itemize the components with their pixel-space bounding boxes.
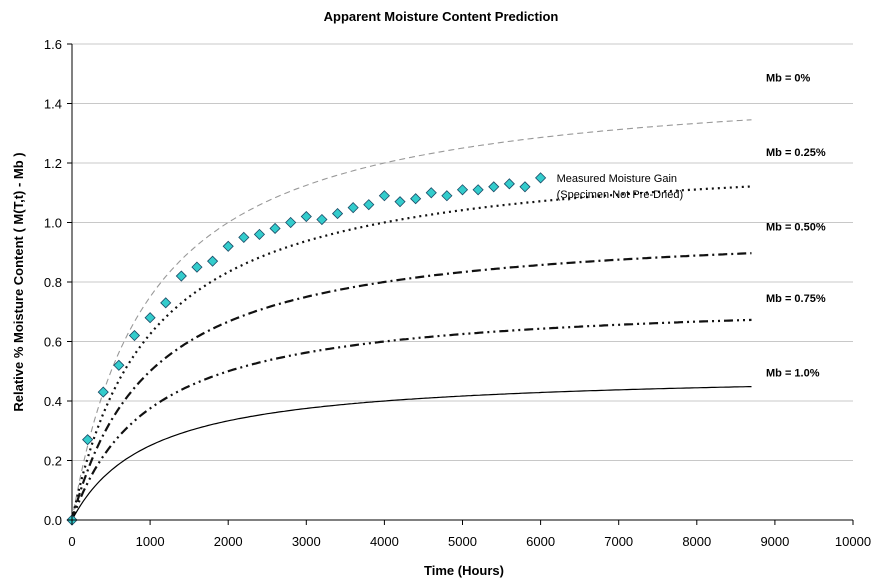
measured-point bbox=[456, 184, 469, 196]
measured-point bbox=[269, 222, 281, 235]
x-tick-label: 1000 bbox=[136, 534, 165, 549]
x-tick-label: 4000 bbox=[370, 534, 399, 549]
measured-label-line1: Measured Moisture Gain bbox=[557, 173, 677, 185]
x-tick-label: 10000 bbox=[835, 534, 871, 549]
gridlines bbox=[72, 43, 853, 461]
x-tick-label: 2000 bbox=[214, 534, 243, 549]
measured-point bbox=[488, 181, 500, 193]
measured-point bbox=[97, 386, 109, 398]
y-tick-label: 0.2 bbox=[44, 454, 62, 469]
measured-points bbox=[66, 172, 547, 526]
measured-point bbox=[253, 228, 266, 240]
measured-point bbox=[425, 187, 437, 199]
y-tick-label: 0.8 bbox=[44, 275, 62, 290]
measured-point bbox=[378, 190, 390, 202]
y-tick-label: 0.0 bbox=[44, 513, 62, 528]
measured-point bbox=[331, 208, 344, 220]
x-tick-label: 9000 bbox=[760, 534, 789, 549]
x-axis-label: Time (Hours) bbox=[424, 563, 504, 578]
x-tick-label: 0 bbox=[68, 534, 75, 549]
measured-point bbox=[191, 261, 203, 273]
measured-point bbox=[144, 312, 156, 324]
y-tick-label: 1.0 bbox=[44, 216, 62, 231]
axes bbox=[67, 43, 854, 525]
measured-point bbox=[503, 178, 515, 190]
series-lines bbox=[70, 119, 752, 521]
series-line bbox=[70, 185, 752, 521]
y-tick-label: 0.4 bbox=[44, 394, 62, 409]
measured-point bbox=[363, 199, 375, 211]
measured-point bbox=[238, 231, 250, 243]
series-label: Mb = 1.0% bbox=[766, 367, 820, 379]
y-tick-labels: 0.0 0.2 0.4 0.6 0.8 1.0 1.2 1.4 1.6 bbox=[44, 37, 62, 528]
x-tick-label: 7000 bbox=[604, 534, 633, 549]
series-line bbox=[70, 318, 752, 521]
measured-point bbox=[175, 270, 187, 282]
x-tick-label: 3000 bbox=[292, 534, 321, 549]
measured-point bbox=[207, 255, 219, 267]
measured-point bbox=[82, 434, 94, 446]
measured-label-line2: (Specimen Not Pre-Dried) bbox=[557, 189, 684, 201]
series-line bbox=[71, 386, 752, 521]
series-label: Mb = 0% bbox=[766, 73, 811, 85]
measured-point bbox=[410, 193, 422, 205]
y-tick-label: 0.6 bbox=[44, 335, 62, 350]
measured-point bbox=[316, 213, 328, 226]
measured-point bbox=[472, 184, 484, 196]
y-tick-label: 1.2 bbox=[44, 156, 62, 171]
measured-point bbox=[535, 172, 547, 184]
measured-point bbox=[300, 210, 312, 223]
x-tick-label: 8000 bbox=[682, 534, 711, 549]
measured-point bbox=[113, 359, 125, 371]
series-line bbox=[71, 119, 752, 521]
x-tick-labels: 0 1000 2000 3000 4000 5000 6000 7000 8000 9000 100… bbox=[68, 534, 871, 549]
measured-point bbox=[160, 297, 172, 309]
y-axis-label: Relative % Moisture Content ( M(T,t) - M… bbox=[11, 152, 26, 411]
measured-point bbox=[222, 240, 234, 252]
series-label: Mb = 0.75% bbox=[766, 293, 826, 305]
measured-point bbox=[128, 329, 141, 342]
y-tick-label: 1.6 bbox=[44, 37, 62, 52]
series-line bbox=[70, 252, 752, 521]
series-label: Mb = 0.50% bbox=[766, 221, 826, 233]
x-tick-label: 5000 bbox=[448, 534, 477, 549]
measured-point bbox=[285, 216, 297, 229]
x-tick-label: 6000 bbox=[526, 534, 555, 549]
measured-point bbox=[394, 196, 406, 208]
measured-point bbox=[347, 202, 359, 214]
chart-title: Apparent Moisture Content Prediction bbox=[324, 9, 559, 24]
series-label: Mb = 0.25% bbox=[766, 147, 826, 159]
series-labels: Mb = 0% Mb = 0.25% Mb = 0.50% Mb = 0.75% Mb … bbox=[766, 73, 826, 380]
y-tick-label: 1.4 bbox=[44, 97, 62, 112]
measured-point bbox=[441, 190, 453, 202]
measured-point bbox=[519, 181, 531, 193]
